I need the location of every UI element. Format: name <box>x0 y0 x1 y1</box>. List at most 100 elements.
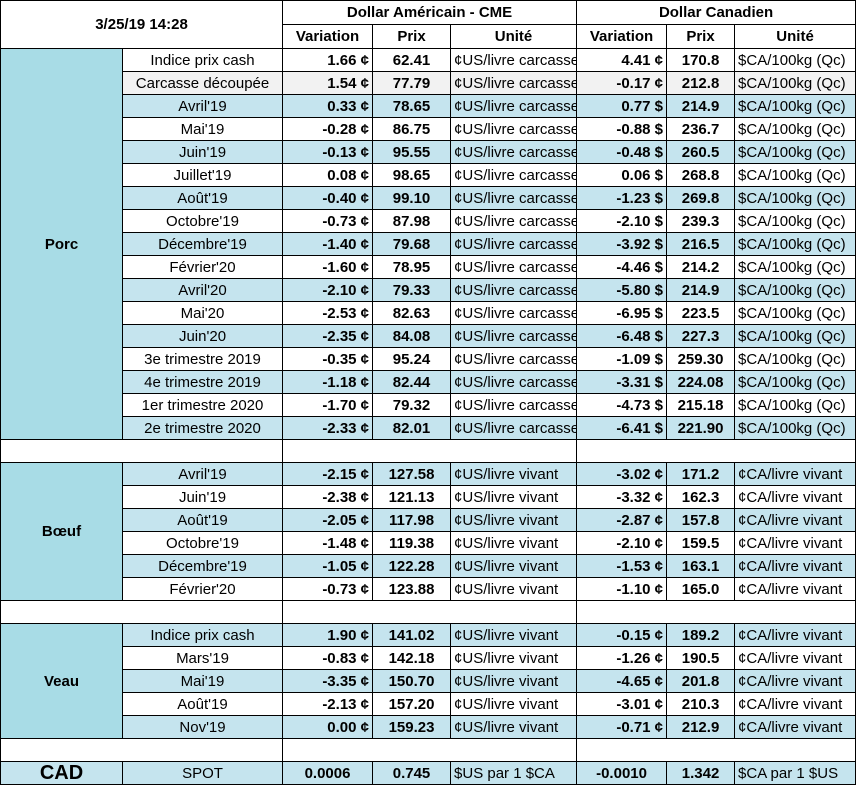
us-unit: ¢US/livre carcasse <box>450 209 578 233</box>
col-header-ca-unite: Unité <box>734 24 856 49</box>
ca-price: 162.3 <box>666 485 736 509</box>
row-label: Indice prix cash <box>121 48 284 72</box>
ca-price: 236.7 <box>666 117 736 141</box>
us-unit: ¢US/livre vivant <box>450 462 578 486</box>
spacer-cell <box>576 738 856 762</box>
us-price: 127.58 <box>372 462 452 486</box>
us-variation: 1.54 ¢ <box>282 71 374 95</box>
ca-unit: $CA/100kg (Qc) <box>734 347 856 371</box>
us-unit: ¢US/livre vivant <box>450 531 578 555</box>
us-price: 79.68 <box>372 232 452 256</box>
us-variation: -0.35 ¢ <box>282 347 374 371</box>
table-row: Mai'20 -2.53 ¢ 82.63 ¢US/livre carcasse -6.9… <box>1 301 856 325</box>
ca-variation: -1.26 ¢ <box>576 646 668 670</box>
table-row: Juin'19 -0.13 ¢ 95.55 ¢US/livre carcasse -0.… <box>1 140 856 164</box>
col-header-ca-variation: Variation <box>576 24 668 49</box>
ca-unit: ¢CA/livre vivant <box>734 715 856 739</box>
table-row: Mai'19 -0.28 ¢ 86.75 ¢US/livre carcasse -0.8… <box>1 117 856 141</box>
table-row: Février'20 -1.60 ¢ 78.95 ¢US/livre carcasse… <box>1 255 856 279</box>
us-price: 79.32 <box>372 393 452 417</box>
us-variation: -2.15 ¢ <box>282 462 374 486</box>
ca-price: 239.3 <box>666 209 736 233</box>
table-row: Août'19 -2.05 ¢ 117.98 ¢US/livre vivant -2.8… <box>1 508 856 532</box>
us-variation: -2.33 ¢ <box>282 416 374 440</box>
ca-price: 259.30 <box>666 347 736 371</box>
spacer-cell <box>0 600 284 624</box>
ca-unit: $CA par 1 $US <box>734 761 856 785</box>
ca-variation: -3.02 ¢ <box>576 462 668 486</box>
ca-price: 157.8 <box>666 508 736 532</box>
us-unit: ¢US/livre carcasse <box>450 255 578 279</box>
ca-price: 214.2 <box>666 255 736 279</box>
table-row: Avril'20 -2.10 ¢ 79.33 ¢US/livre carcasse -5… <box>1 278 856 302</box>
ca-variation: 0.06 $ <box>576 163 668 187</box>
ca-price: 221.90 <box>666 416 736 440</box>
ca-unit: $CA/100kg (Qc) <box>734 48 856 72</box>
ca-unit: ¢CA/livre vivant <box>734 531 856 555</box>
ca-unit: $CA/100kg (Qc) <box>734 163 856 187</box>
ca-price: 190.5 <box>666 646 736 670</box>
us-price: 117.98 <box>372 508 452 532</box>
ca-variation: -0.48 $ <box>576 140 668 164</box>
us-variation: -1.40 ¢ <box>282 232 374 256</box>
row-label: Décembre'19 <box>121 232 284 256</box>
row-label: Avril'19 <box>121 462 284 486</box>
table-row: 2e trimestre 2020 -2.33 ¢ 82.01 ¢US/livre c… <box>1 416 856 440</box>
ca-variation: -0.17 ¢ <box>576 71 668 95</box>
ca-variation: -3.31 $ <box>576 370 668 394</box>
ca-price: 216.5 <box>666 232 736 256</box>
us-unit: ¢US/livre vivant <box>450 692 578 716</box>
us-unit: ¢US/livre carcasse <box>450 48 578 72</box>
row-label: 1er trimestre 2020 <box>121 393 284 417</box>
ca-variation: -0.71 ¢ <box>576 715 668 739</box>
ca-variation: -2.10 ¢ <box>576 531 668 555</box>
us-unit: ¢US/livre vivant <box>450 577 578 601</box>
us-price: 82.44 <box>372 370 452 394</box>
us-variation: -3.35 ¢ <box>282 669 374 693</box>
us-price: 157.20 <box>372 692 452 716</box>
table-row: Août'19 -2.13 ¢ 157.20 ¢US/livre vivant -3.0… <box>1 692 856 716</box>
row-label: SPOT <box>121 761 284 785</box>
us-unit: ¢US/livre carcasse <box>450 393 578 417</box>
ca-variation: -3.01 ¢ <box>576 692 668 716</box>
us-variation: -2.35 ¢ <box>282 324 374 348</box>
ca-unit: $CA/100kg (Qc) <box>734 324 856 348</box>
us-price: 159.23 <box>372 715 452 739</box>
row-label: Juin'19 <box>121 140 284 164</box>
us-variation: -1.18 ¢ <box>282 370 374 394</box>
ca-price: 212.8 <box>666 71 736 95</box>
ca-variation: -4.46 $ <box>576 255 668 279</box>
section-label: CAD <box>0 761 123 785</box>
us-price: 78.95 <box>372 255 452 279</box>
us-unit: $US par 1 $CA <box>450 761 578 785</box>
us-variation: -1.60 ¢ <box>282 255 374 279</box>
row-label: Février'20 <box>121 255 284 279</box>
us-price: 121.13 <box>372 485 452 509</box>
us-price: 77.79 <box>372 71 452 95</box>
us-unit: ¢US/livre vivant <box>450 669 578 693</box>
ca-variation: 4.41 ¢ <box>576 48 668 72</box>
table-row: Juin'20 -2.35 ¢ 84.08 ¢US/livre carcasse -6.… <box>1 324 856 348</box>
row-label: Octobre'19 <box>121 209 284 233</box>
us-price: 62.41 <box>372 48 452 72</box>
us-unit: ¢US/livre carcasse <box>450 232 578 256</box>
us-price: 119.38 <box>372 531 452 555</box>
ca-unit: $CA/100kg (Qc) <box>734 71 856 95</box>
ca-price: 215.18 <box>666 393 736 417</box>
spacer-cell <box>576 600 856 624</box>
ca-price: 268.8 <box>666 163 736 187</box>
row-label: Mai'19 <box>121 669 284 693</box>
ca-unit: ¢CA/livre vivant <box>734 462 856 486</box>
row-label: Août'19 <box>121 186 284 210</box>
report-datetime: 3/25/19 14:28 <box>0 0 284 49</box>
us-variation: -1.48 ¢ <box>282 531 374 555</box>
spacer-cell <box>282 439 578 463</box>
row-label: Avril'19 <box>121 94 284 118</box>
section-spacer <box>0 738 856 762</box>
table-row: Bœuf Avril'19 -2.15 ¢ 127.58 ¢US/livre vivan… <box>0 462 856 601</box>
us-variation: 0.08 ¢ <box>282 163 374 187</box>
table-row: Octobre'19 -1.48 ¢ 119.38 ¢US/livre vivant -… <box>1 531 856 555</box>
ca-price: 214.9 <box>666 278 736 302</box>
ca-variation: 0.77 $ <box>576 94 668 118</box>
header-row-1: 3/25/19 14:28 Dollar Américain - CME Dol… <box>0 0 856 49</box>
